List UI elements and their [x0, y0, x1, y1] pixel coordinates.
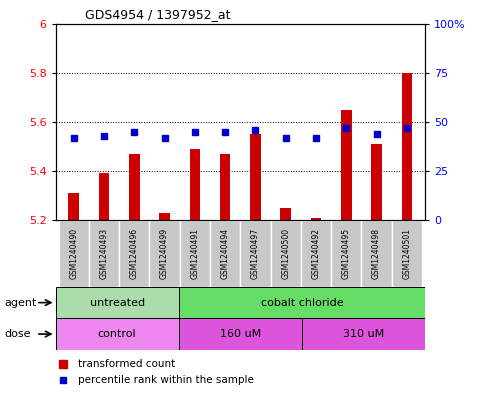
Bar — [392, 220, 422, 287]
Text: cobalt chloride: cobalt chloride — [260, 298, 343, 308]
Bar — [361, 220, 392, 287]
Bar — [371, 144, 382, 220]
Bar — [119, 220, 149, 287]
Bar — [301, 220, 331, 287]
Text: GSM1240494: GSM1240494 — [221, 228, 229, 279]
Bar — [270, 220, 301, 287]
Bar — [210, 220, 241, 287]
Bar — [250, 134, 261, 220]
Text: transformed count: transformed count — [78, 359, 175, 369]
Bar — [281, 208, 291, 220]
Text: control: control — [98, 329, 136, 339]
Text: GSM1240500: GSM1240500 — [281, 228, 290, 279]
Bar — [241, 220, 270, 287]
Text: 310 uM: 310 uM — [343, 329, 384, 339]
Bar — [220, 154, 230, 220]
Bar — [311, 218, 321, 220]
Text: GSM1240491: GSM1240491 — [190, 228, 199, 279]
Bar — [89, 220, 119, 287]
Text: 160 uM: 160 uM — [220, 329, 261, 339]
Text: GSM1240498: GSM1240498 — [372, 228, 381, 279]
Text: dose: dose — [5, 329, 31, 339]
Bar — [149, 220, 180, 287]
Bar — [302, 318, 425, 350]
Bar — [180, 220, 210, 287]
Bar — [56, 318, 179, 350]
Text: GSM1240496: GSM1240496 — [130, 228, 139, 279]
Text: untreated: untreated — [89, 298, 145, 308]
Text: GSM1240490: GSM1240490 — [69, 228, 78, 279]
Bar — [179, 318, 302, 350]
Text: GSM1240495: GSM1240495 — [342, 228, 351, 279]
Bar — [69, 193, 79, 220]
Text: GSM1240501: GSM1240501 — [402, 228, 412, 279]
Bar — [129, 154, 140, 220]
Bar — [401, 73, 412, 220]
Bar — [159, 213, 170, 220]
Text: GSM1240492: GSM1240492 — [312, 228, 321, 279]
Text: GDS4954 / 1397952_at: GDS4954 / 1397952_at — [85, 8, 230, 21]
Text: agent: agent — [5, 298, 37, 308]
Text: GSM1240497: GSM1240497 — [251, 228, 260, 279]
Bar — [58, 220, 89, 287]
Text: percentile rank within the sample: percentile rank within the sample — [78, 375, 254, 385]
Text: GSM1240499: GSM1240499 — [160, 228, 169, 279]
Bar — [189, 149, 200, 220]
Bar — [99, 173, 109, 220]
Bar — [56, 287, 179, 318]
Bar — [179, 287, 425, 318]
Bar — [341, 110, 352, 220]
Bar — [331, 220, 361, 287]
Text: GSM1240493: GSM1240493 — [99, 228, 109, 279]
